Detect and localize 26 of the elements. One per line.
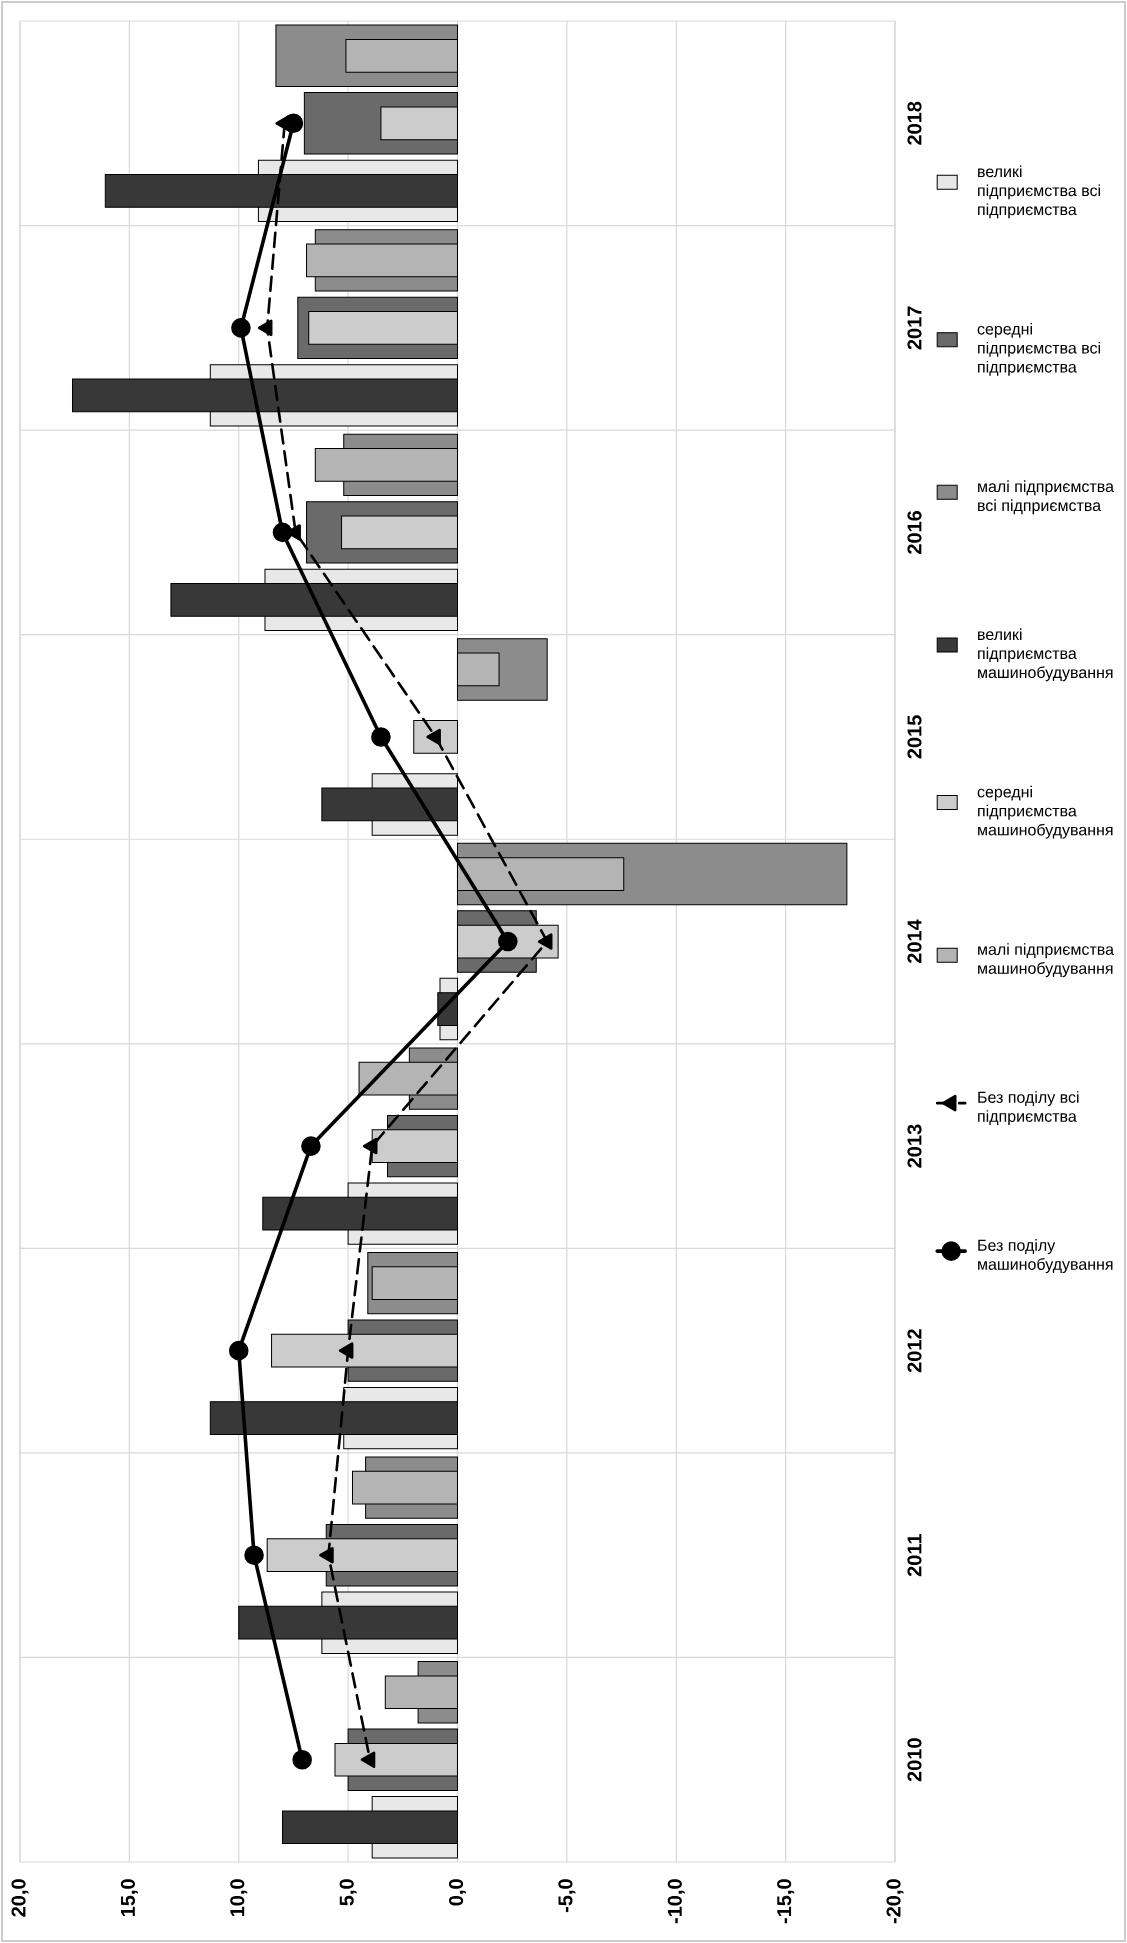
legend-label: середні підприємства всі підприємства [977,322,1101,376]
legend-label: великі підприємства всі підприємства [978,165,1101,219]
y-tick-label: 2014 [907,919,922,964]
legend-label: малі підприємства всі підприємства [978,480,1115,515]
y-tick-label: 2017 [907,306,922,350]
y-tick-label: 2013 [907,1124,922,1168]
y-tick-label: 2010 [907,1738,922,1782]
legend-label: малі підприємства машинобудування [978,943,1115,978]
x-tick-label: 0,0 [448,1879,467,1906]
legend-label: середні підприємства машинобудування [977,785,1113,839]
y-tick-label: 2012 [907,1329,922,1373]
x-tick-label: -10,0 [667,1879,685,1924]
x-tick-label: 15,0 [120,1879,138,1917]
x-tick-label: 5,0 [339,1879,357,1906]
legend-label: великі підприємства машинобудування [978,628,1113,682]
y-tick-label: 2015 [907,715,922,759]
legend-label: Без поділу всі підприємства [978,1091,1079,1126]
y-tick-label: 2018 [907,101,922,145]
x-tick-label: 20,0 [11,1879,29,1917]
legend-label: Без поділу машинобудування [978,1239,1113,1274]
x-tick-label: 10,0 [230,1879,248,1917]
x-tick-label: -15,0 [777,1879,795,1924]
y-tick-label: 2011 [907,1534,922,1577]
x-tick-label: -5,0 [558,1879,576,1913]
y-tick-label: 2016 [907,510,922,554]
x-tick-label: -20,0 [886,1879,904,1924]
